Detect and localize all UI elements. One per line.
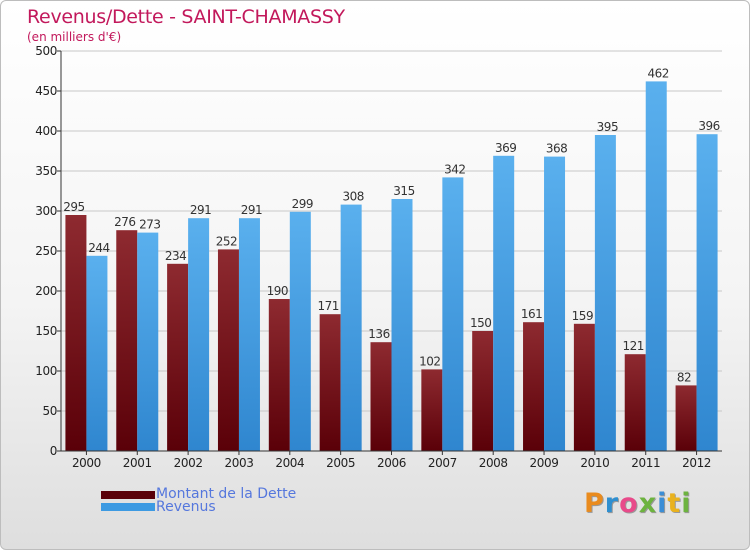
- xtick-label-2003: 2003: [224, 456, 253, 470]
- xtick-label-2009: 2009: [530, 456, 559, 470]
- bar-dette-2004: [268, 299, 290, 451]
- bar-revenus-2007: [442, 177, 464, 451]
- ytick-label-100: 100: [35, 364, 57, 378]
- ytick-label-300: 300: [35, 204, 57, 218]
- bar-revenus-2006: [391, 199, 413, 451]
- xtick-label-2004: 2004: [275, 456, 304, 470]
- xtick-label-2007: 2007: [428, 456, 457, 470]
- data-label-dette-2000: 295: [63, 200, 84, 214]
- bar-dette-2000: [65, 215, 87, 451]
- data-label-dette-2006: 136: [368, 327, 389, 341]
- chart-title: Revenus/Dette - SAINT-CHAMASSY: [27, 6, 345, 28]
- logo-letter: P: [584, 488, 605, 519]
- bar-revenus-2009: [544, 156, 566, 451]
- data-label-revenus-2007: 342: [444, 162, 465, 176]
- bars-layer: [65, 81, 718, 452]
- bar-revenus-2003: [238, 218, 260, 451]
- ytick-label-400: 400: [35, 124, 57, 138]
- logo-letter: r: [604, 488, 620, 519]
- data-label-dette-2012: 82: [677, 370, 691, 384]
- logo-letter: x: [638, 488, 658, 519]
- xtick-label-2005: 2005: [326, 456, 355, 470]
- data-label-dette-2002: 234: [165, 249, 186, 263]
- ytick-label-150: 150: [35, 324, 57, 338]
- data-label-revenus-2008: 369: [495, 141, 516, 155]
- ytick-label-500: 500: [35, 44, 57, 58]
- logo-letter: t: [667, 488, 682, 519]
- bar-dette-2007: [421, 369, 443, 451]
- ytick-label-200: 200: [35, 284, 57, 298]
- data-label-dette-2003: 252: [216, 234, 237, 248]
- bar-dette-2012: [675, 385, 697, 451]
- bar-dette-2010: [573, 323, 595, 451]
- logo-letter: i: [657, 488, 668, 519]
- legend-swatch-dette: [101, 491, 155, 499]
- chart-subtitle: (en milliers d'€): [27, 30, 122, 44]
- ytick-label-0: 0: [50, 444, 57, 458]
- data-label-revenus-2010: 395: [597, 120, 618, 134]
- data-label-dette-2011: 121: [623, 339, 644, 353]
- data-label-revenus-2009: 368: [546, 142, 567, 156]
- ytick-label-250: 250: [35, 244, 57, 258]
- bar-revenus-2008: [493, 155, 515, 452]
- data-label-revenus-2011: 462: [648, 66, 669, 80]
- data-label-revenus-2012: 396: [698, 119, 719, 133]
- xtick-label-2011: 2011: [631, 456, 660, 470]
- bar-revenus-2012: [696, 134, 718, 451]
- data-label-dette-2004: 190: [267, 284, 288, 298]
- data-label-revenus-2006: 315: [393, 184, 414, 198]
- ytick-label-50: 50: [43, 404, 57, 418]
- labels-layer: 295 244 276 273 234 291 252 291 190 299 171 308 136 3…: [63, 66, 720, 384]
- logo-letter: i: [681, 488, 692, 519]
- legend-label-revenus: Revenus: [156, 499, 216, 515]
- xtick-label-2006: 2006: [377, 456, 406, 470]
- bar-dette-2011: [624, 354, 646, 451]
- data-label-dette-2009: 161: [521, 307, 542, 321]
- bar-dette-2006: [370, 342, 392, 451]
- logo-letter: o: [619, 488, 639, 519]
- data-label-revenus-2002: 291: [190, 203, 211, 217]
- legend-swatch-revenus: [101, 503, 155, 511]
- bar-revenus-2011: [645, 81, 667, 452]
- bar-revenus-2001: [137, 232, 159, 451]
- bar-revenus-2010: [594, 135, 616, 451]
- xtick-label-2002: 2002: [174, 456, 203, 470]
- data-label-dette-2005: 171: [317, 299, 338, 313]
- data-label-dette-2001: 276: [114, 215, 135, 229]
- xtick-label-2001: 2001: [123, 456, 152, 470]
- legend-label-dette: Montant de la Dette: [156, 486, 297, 502]
- ytick-label-450: 450: [35, 84, 57, 98]
- bar-dette-2002: [167, 263, 189, 451]
- data-label-dette-2010: 159: [572, 309, 593, 323]
- xtick-label-2012: 2012: [682, 456, 711, 470]
- axis-layer: 0 50 100 150 200 250 300 350 400 450 500 2000 2001 20…: [35, 44, 722, 470]
- data-label-dette-2008: 150: [470, 316, 491, 330]
- proxiti-logo: Proxiti: [584, 488, 692, 519]
- bar-dette-2005: [319, 314, 341, 451]
- ytick-label-350: 350: [35, 164, 57, 178]
- data-label-dette-2007: 102: [419, 354, 440, 368]
- bar-revenus-2000: [86, 255, 108, 451]
- data-label-revenus-2001: 273: [139, 218, 160, 232]
- bar-dette-2003: [217, 249, 239, 451]
- xtick-label-2000: 2000: [72, 456, 101, 470]
- data-label-revenus-2000: 244: [88, 241, 109, 255]
- bar-dette-2009: [523, 322, 545, 451]
- xtick-label-2010: 2010: [580, 456, 609, 470]
- data-label-revenus-2003: 291: [241, 203, 262, 217]
- bar-revenus-2002: [188, 218, 210, 451]
- bar-dette-2001: [116, 230, 138, 451]
- xtick-label-2008: 2008: [479, 456, 508, 470]
- bar-revenus-2005: [340, 204, 362, 451]
- bar-dette-2008: [472, 331, 494, 451]
- bar-revenus-2004: [289, 211, 311, 451]
- data-label-revenus-2005: 308: [342, 190, 363, 204]
- data-label-revenus-2004: 299: [292, 197, 313, 211]
